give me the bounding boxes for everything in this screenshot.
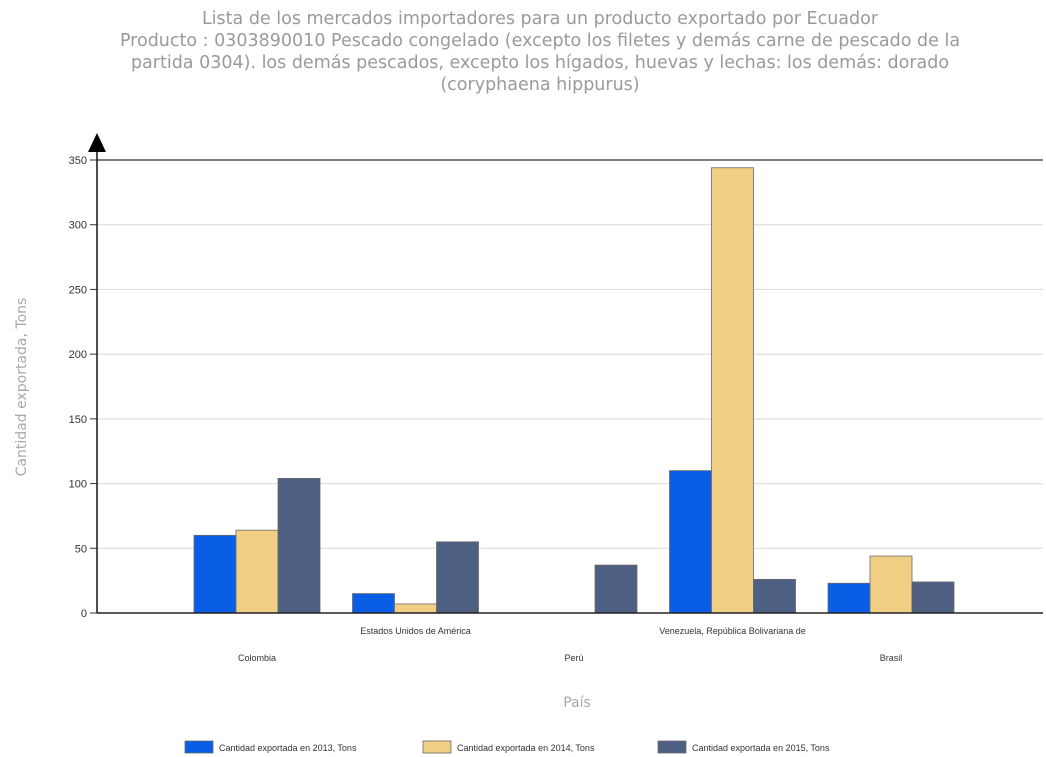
y-tick-label: 150 <box>69 414 87 426</box>
chart-title-line-1: Lista de los mercados importadores para … <box>201 9 879 29</box>
y-tick-label: 0 <box>81 608 87 620</box>
y-tick-label: 50 <box>75 543 87 555</box>
x-category-label: Venezuela, República Bolivariana de <box>659 626 806 636</box>
bar <box>277 477 321 614</box>
legend-label: Cantidad exportada en 2015, Tons <box>692 743 830 753</box>
legend-swatch <box>422 740 452 754</box>
legend-swatch <box>657 740 687 754</box>
labels: 0 50 100 150 200 250 300 350 Colombia Estados Uni… <box>14 155 902 711</box>
grid-lines <box>97 159 1043 549</box>
bar <box>669 470 712 614</box>
chart-title: Lista de los mercados importadores para … <box>60 8 1020 96</box>
bar <box>235 529 279 614</box>
bar <box>911 581 955 614</box>
bar <box>352 593 395 614</box>
legend: Cantidad exportada en 2013, Tons Cantidad… <box>184 740 830 754</box>
bar <box>193 534 237 614</box>
bar <box>394 603 437 614</box>
legend-label: Cantidad exportada en 2014, Tons <box>457 743 595 753</box>
chart-title-line-4: (coryphaena hippurus) <box>440 75 640 95</box>
legend-swatch <box>184 740 214 754</box>
y-tick-label: 200 <box>69 349 87 361</box>
x-category-label: Brasil <box>880 653 903 663</box>
y-tick-label: 100 <box>69 479 87 491</box>
x-category-label: Estados Unidos de América <box>360 626 471 636</box>
bar <box>753 578 796 614</box>
chart-title-line-2: Producto : 0303890010 Pescado congelado … <box>119 31 961 51</box>
legend-label: Cantidad exportada en 2013, Tons <box>219 743 357 753</box>
y-axis-title: Cantidad exportada, Tons <box>14 298 30 477</box>
bar <box>827 582 871 614</box>
bar <box>594 564 638 614</box>
bar <box>436 541 479 614</box>
y-tick-label: 250 <box>69 284 87 296</box>
x-category-label: Perú <box>564 653 583 663</box>
bars <box>193 167 955 614</box>
bar <box>869 555 913 614</box>
y-axis-arrow-icon <box>88 133 106 152</box>
y-tick-label: 350 <box>69 155 87 167</box>
x-axis-title: País <box>563 695 591 711</box>
bar <box>711 167 754 614</box>
y-tick-label: 300 <box>69 220 87 232</box>
axes <box>88 133 1043 614</box>
chart-title-line-3: partida 0304). los demás pescados, excep… <box>130 53 950 73</box>
x-category-label: Colombia <box>238 653 276 663</box>
